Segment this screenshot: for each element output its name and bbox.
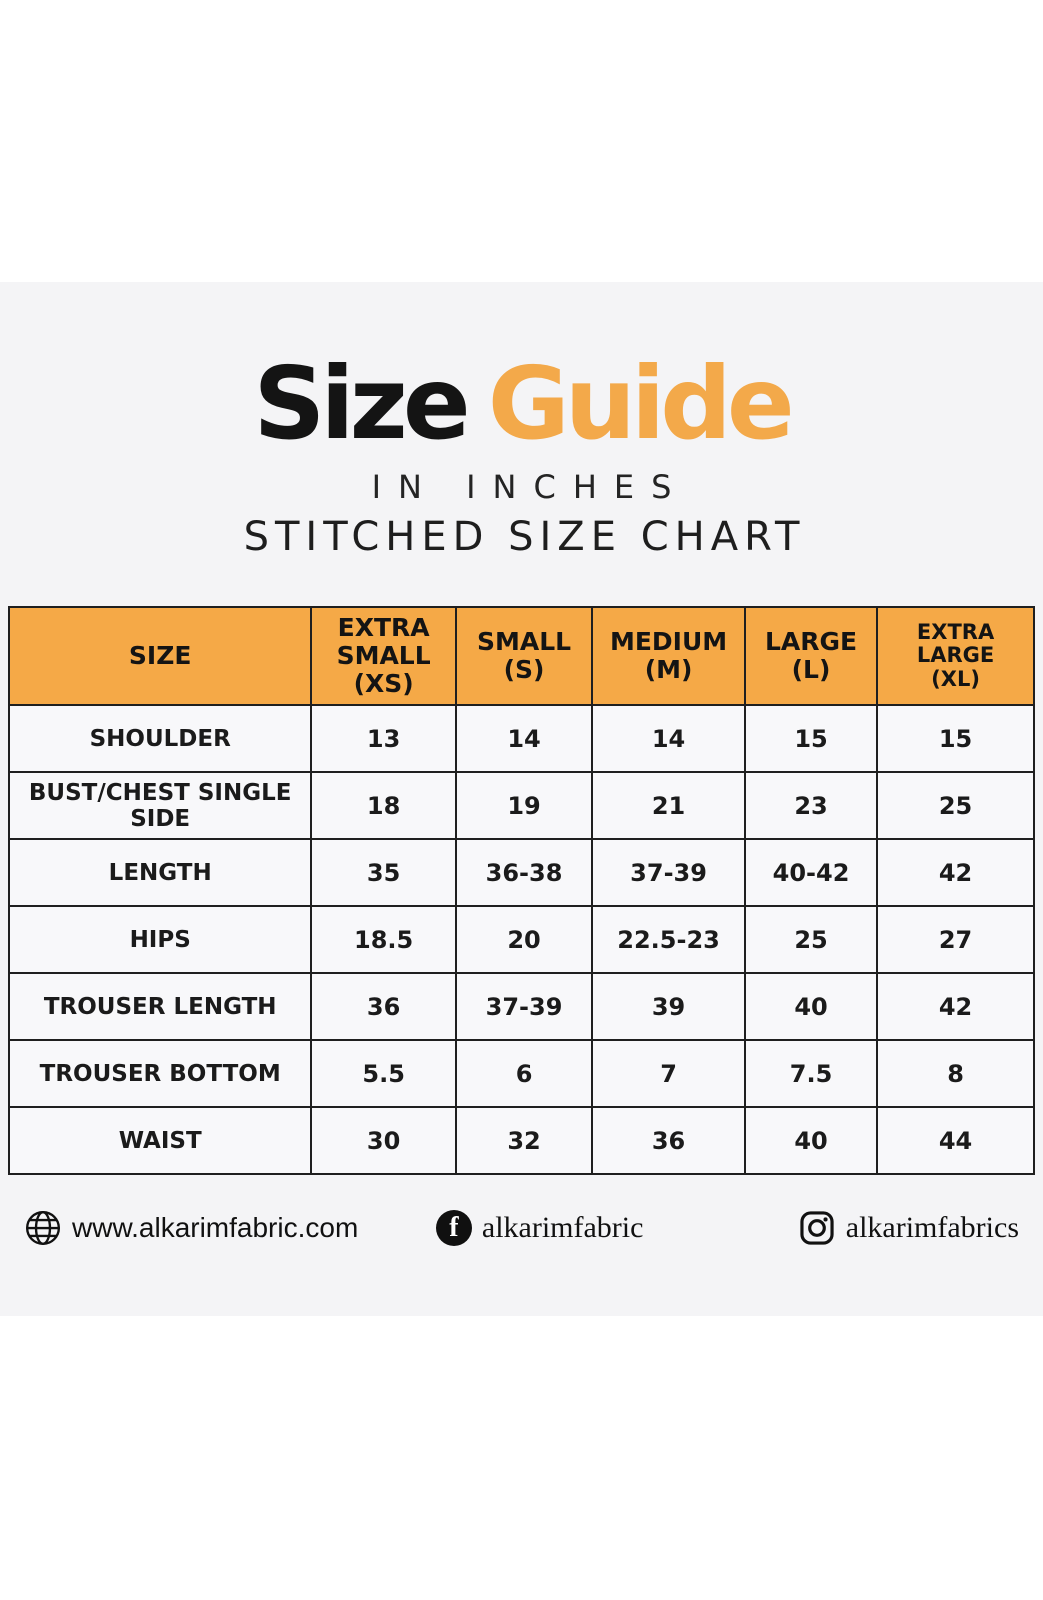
page-title-word-guide: Guide bbox=[487, 345, 795, 462]
cell-value: 13 bbox=[310, 704, 457, 773]
table-row-bust-chest: BUST/CHEST SINGLE SIDE 18 19 21 23 25 bbox=[7, 771, 1035, 840]
cell-value: 7 bbox=[591, 1039, 746, 1108]
website-url: www.alkarimfabric.com bbox=[72, 1212, 359, 1243]
cell-value: 5.5 bbox=[310, 1039, 457, 1108]
table-row-trouser-bottom: TROUSER BOTTOM 5.5 6 7 7.5 8 bbox=[7, 1039, 1035, 1108]
facebook-handle: alkarimfabric bbox=[481, 1211, 644, 1244]
subtitle-in-inches: IN INCHES bbox=[371, 468, 689, 506]
cell-value: 32 bbox=[454, 1106, 594, 1175]
cell-value: 15 bbox=[743, 704, 879, 773]
table-row-trouser-length: TROUSER LENGTH 36 37-39 39 40 42 bbox=[7, 972, 1035, 1041]
page-title: Size Guide bbox=[0, 354, 1043, 454]
cell-value: 40-42 bbox=[743, 838, 879, 907]
cell-value: 8 bbox=[876, 1039, 1035, 1108]
footer: www.alkarimfabric.com f alkarimfabric al… bbox=[24, 1209, 1019, 1247]
cell-value: 25 bbox=[743, 905, 879, 974]
page-title-word-size: Size bbox=[253, 345, 470, 462]
column-header-extra-large: EXTRA LARGE (XL) bbox=[876, 606, 1035, 706]
table-header-row: SIZE EXTRA SMALL (XS) SMALL (S) MEDIUM (… bbox=[7, 606, 1035, 706]
table-row-length: LENGTH 35 36-38 37-39 40-42 42 bbox=[7, 838, 1035, 907]
subtitle-stitched-size-chart: STITCHED SIZE CHART bbox=[243, 514, 806, 560]
facebook-icon: f bbox=[435, 1210, 472, 1246]
cell-value: 19 bbox=[454, 771, 594, 840]
column-header-extra-small: EXTRA SMALL (XS) bbox=[310, 606, 457, 706]
cell-value: 36 bbox=[591, 1106, 746, 1175]
cell-value: 22.5-23 bbox=[591, 905, 746, 974]
cell-value: 25 bbox=[876, 771, 1035, 840]
globe-icon bbox=[24, 1209, 62, 1247]
column-header-small: SMALL (S) bbox=[454, 606, 594, 706]
cell-value: 27 bbox=[876, 905, 1035, 974]
cell-value: 14 bbox=[591, 704, 746, 773]
cell-value: 39 bbox=[591, 972, 746, 1041]
table-row-hips: HIPS 18.5 20 22.5-23 25 27 bbox=[7, 905, 1035, 974]
cell-value: 36-38 bbox=[454, 838, 594, 907]
row-label: LENGTH bbox=[7, 838, 313, 907]
row-label: TROUSER BOTTOM bbox=[7, 1039, 313, 1108]
size-chart-table: SIZE EXTRA SMALL (XS) SMALL (S) MEDIUM (… bbox=[7, 606, 1035, 1175]
table-row-waist: WAIST 30 32 36 40 44 bbox=[7, 1106, 1035, 1175]
cell-value: 42 bbox=[876, 972, 1035, 1041]
cell-value: 30 bbox=[310, 1106, 457, 1175]
title-block: Size Guide IN INCHES STITCHED SIZE CHART bbox=[0, 282, 1043, 561]
cell-value: 37-39 bbox=[591, 838, 746, 907]
cell-value: 37-39 bbox=[454, 972, 594, 1041]
instagram-handle: alkarimfabrics bbox=[845, 1211, 1019, 1244]
cell-value: 7.5 bbox=[743, 1039, 879, 1108]
cell-value: 35 bbox=[310, 838, 457, 907]
row-label: WAIST bbox=[7, 1106, 313, 1175]
cell-value: 6 bbox=[454, 1039, 594, 1108]
cell-value: 20 bbox=[454, 905, 594, 974]
cell-value: 36 bbox=[310, 972, 457, 1041]
cell-value: 14 bbox=[454, 704, 594, 773]
cell-value: 21 bbox=[591, 771, 746, 840]
row-label: SHOULDER bbox=[7, 704, 313, 773]
row-label: BUST/CHEST SINGLE SIDE bbox=[7, 771, 313, 840]
cell-value: 18.5 bbox=[310, 905, 457, 974]
instagram-link[interactable]: alkarimfabrics bbox=[798, 1209, 1019, 1247]
table-header: SIZE EXTRA SMALL (XS) SMALL (S) MEDIUM (… bbox=[7, 606, 1035, 706]
column-header-size: SIZE bbox=[7, 606, 313, 706]
row-label: HIPS bbox=[7, 905, 313, 974]
row-label: TROUSER LENGTH bbox=[7, 972, 313, 1041]
cell-value: 18 bbox=[310, 771, 457, 840]
cell-value: 15 bbox=[876, 704, 1035, 773]
cell-value: 40 bbox=[743, 972, 879, 1041]
website-link[interactable]: www.alkarimfabric.com bbox=[24, 1209, 404, 1247]
table-body: SHOULDER 13 14 14 15 15 BUST/CHEST SINGL… bbox=[7, 704, 1035, 1175]
table-row-shoulder: SHOULDER 13 14 14 15 15 bbox=[7, 704, 1035, 773]
cell-value: 40 bbox=[743, 1106, 879, 1175]
content-panel: Size Guide IN INCHES STITCHED SIZE CHART … bbox=[0, 282, 1043, 1316]
cell-value: 42 bbox=[876, 838, 1035, 907]
cell-value: 44 bbox=[876, 1106, 1035, 1175]
column-header-large: LARGE (L) bbox=[743, 606, 879, 706]
facebook-link[interactable]: f alkarimfabric bbox=[435, 1210, 766, 1246]
instagram-icon bbox=[798, 1209, 836, 1247]
column-header-medium: MEDIUM (M) bbox=[591, 606, 746, 706]
cell-value: 23 bbox=[743, 771, 879, 840]
